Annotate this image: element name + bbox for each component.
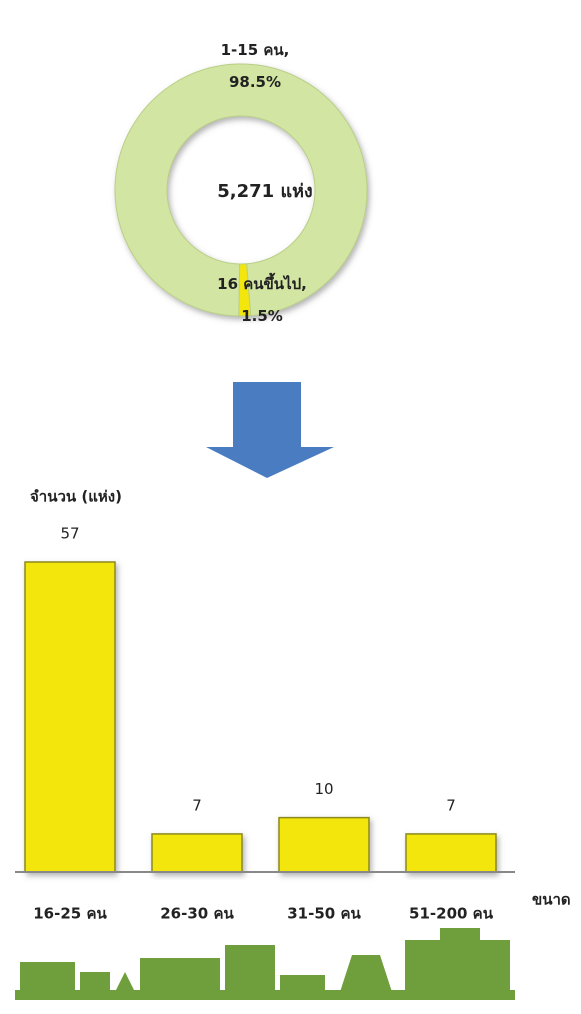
x-tick-label: 51-200 คน [409,905,494,923]
value-label: 10 [314,780,333,798]
x-tick-label: 31-50 คน [287,905,361,923]
bar [278,816,370,873]
center-label: 5,271 แห่ง [217,181,313,202]
x-tick-label: 16-25 คน [33,905,107,923]
bar [405,833,497,873]
slice-label: 16 คนขึ้นไป, 1.5% [217,275,307,325]
bar [24,561,116,873]
x-axis-label: ขนาด [532,891,571,909]
slice [114,63,368,317]
value-label: 7 [192,796,202,814]
y-axis-label: จำนวน (แห่ง) [30,488,122,506]
arrow [206,382,334,478]
skyline [15,928,515,1000]
value-label: 7 [446,796,456,814]
x-tick-label: 26-30 คน [160,905,234,923]
donut [114,63,368,317]
value-label: 57 [60,525,79,543]
slice [238,263,252,317]
bars: จำนวน (แห่ง) ขนาด 57 16-25 คน 7 26-30 คน 10 31-… [15,488,571,923]
bar [151,833,243,873]
slice-label: 1-15 คน, 98.5% [220,41,290,91]
